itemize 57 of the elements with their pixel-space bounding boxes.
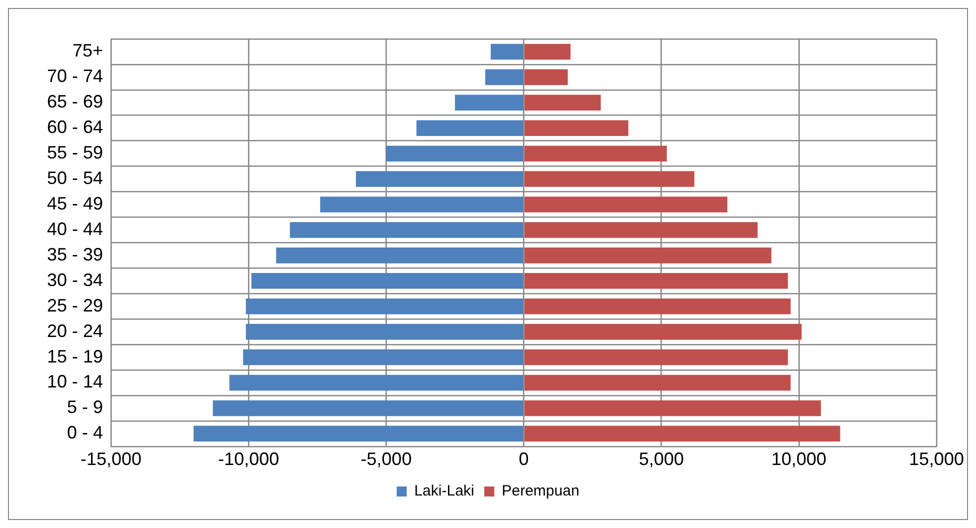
y-tick-label: 55 - 59 <box>46 142 104 163</box>
bar <box>524 324 802 340</box>
bar <box>485 69 524 86</box>
bar <box>524 349 788 366</box>
x-tick-label: 15,000 <box>908 449 964 470</box>
bar <box>524 298 791 314</box>
legend-label: Perempuan <box>502 482 580 500</box>
x-tick-label: 0 <box>518 449 529 470</box>
bar <box>251 273 524 289</box>
y-tick-label: 25 - 29 <box>46 295 104 316</box>
y-tick-label: 40 - 44 <box>46 218 104 239</box>
bar <box>212 400 524 416</box>
x-tick-label: 10,000 <box>771 449 826 470</box>
bar <box>524 146 667 162</box>
bar <box>246 324 524 340</box>
bar <box>524 94 601 111</box>
y-tick-label: 10 - 14 <box>46 372 104 392</box>
bar <box>356 171 524 187</box>
x-tick-label: 5,000 <box>638 449 684 470</box>
y-tick-label: 30 - 34 <box>46 270 104 290</box>
bar <box>490 44 524 60</box>
y-tick-label: 45 - 49 <box>46 193 104 214</box>
bar <box>524 120 628 136</box>
x-tick-label: -5,000 <box>360 449 412 470</box>
bar <box>524 196 728 212</box>
bar <box>386 146 524 162</box>
bar <box>243 349 524 366</box>
x-tick-label: -15,000 <box>80 449 142 470</box>
bar <box>524 374 791 391</box>
bar <box>524 222 758 238</box>
y-tick-label: 65 - 69 <box>46 92 104 112</box>
bar <box>276 248 524 264</box>
y-tick-label: 20 - 24 <box>46 320 104 341</box>
y-tick-label: 50 - 54 <box>46 168 104 188</box>
bar <box>416 120 524 136</box>
bar <box>524 248 772 264</box>
bar <box>524 273 788 289</box>
bar <box>194 426 524 442</box>
bar <box>320 196 524 212</box>
y-tick-label: 15 - 19 <box>46 346 104 366</box>
bar <box>524 171 694 187</box>
bar <box>524 44 571 60</box>
bar <box>229 374 524 391</box>
bar <box>246 298 524 314</box>
y-tick-label: 35 - 39 <box>46 244 104 264</box>
bar <box>524 400 821 416</box>
bar <box>454 94 524 111</box>
y-tick-label: 75+ <box>72 40 104 61</box>
bar <box>290 222 524 238</box>
y-tick-label: 60 - 64 <box>46 117 104 138</box>
legend-label: Laki-Laki <box>414 482 474 500</box>
x-tick-label: -10,000 <box>218 449 280 470</box>
bar <box>524 69 568 86</box>
bar <box>524 426 840 442</box>
y-tick-label: 5 - 9 <box>67 397 104 418</box>
y-tick-label: 70 - 74 <box>46 66 104 86</box>
y-tick-label: 0 - 4 <box>67 422 104 443</box>
